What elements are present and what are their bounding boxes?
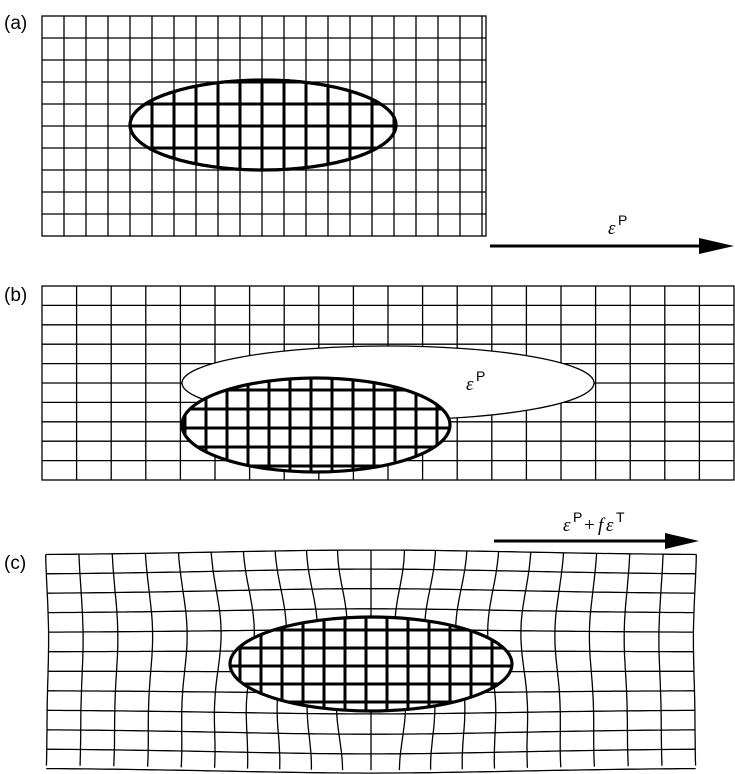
panel-c-arrow — [494, 533, 699, 549]
panel-c-epsilon-2-sup: T — [616, 509, 625, 525]
panel-c-f: f — [598, 515, 606, 536]
panel-c-epsilon-1-sup: P — [573, 509, 582, 525]
grid-line — [692, 554, 697, 766]
panel-c-epsilon-2: ε — [606, 515, 614, 536]
grid-line — [658, 554, 664, 766]
panel-a-epsilon-sup: P — [618, 212, 627, 228]
grid-line — [78, 554, 84, 766]
grid-line — [45, 554, 50, 766]
grid-line — [46, 568, 696, 575]
panel-a: ε P — [41, 15, 734, 254]
panel-a-epsilon: ε — [608, 218, 616, 239]
grid-line — [554, 552, 565, 768]
panel-b-inclusion — [180, 376, 452, 474]
panel-b-epsilon: ε — [466, 374, 474, 395]
grid-line — [48, 608, 694, 614]
grid-line — [623, 553, 631, 767]
grid-line — [144, 553, 154, 767]
panel-c: ε P + f ε T — [45, 509, 699, 774]
panel-a-arrow — [490, 238, 734, 254]
grid-line — [588, 553, 598, 767]
grid-line — [111, 553, 119, 767]
panel-b-epsilon-sup: P — [476, 368, 485, 384]
grid-line — [46, 729, 696, 735]
panel-c-plus: + — [584, 515, 595, 536]
grid-line — [46, 748, 696, 755]
panel-b-label: (b) — [4, 285, 28, 306]
panel-a-label: (a) — [4, 13, 28, 34]
panel-c-label: (c) — [4, 553, 27, 574]
grid-line — [47, 709, 695, 715]
grid-line — [177, 552, 188, 768]
panel-b: ε P — [41, 285, 735, 481]
panel-c-epsilon-1: ε — [563, 515, 571, 536]
grid-line — [520, 552, 532, 768]
grid-line — [46, 767, 696, 774]
grid-line — [45, 549, 697, 556]
grid-line — [210, 552, 222, 768]
panel-c-inclusion — [228, 615, 514, 713]
grid-line — [47, 588, 695, 594]
